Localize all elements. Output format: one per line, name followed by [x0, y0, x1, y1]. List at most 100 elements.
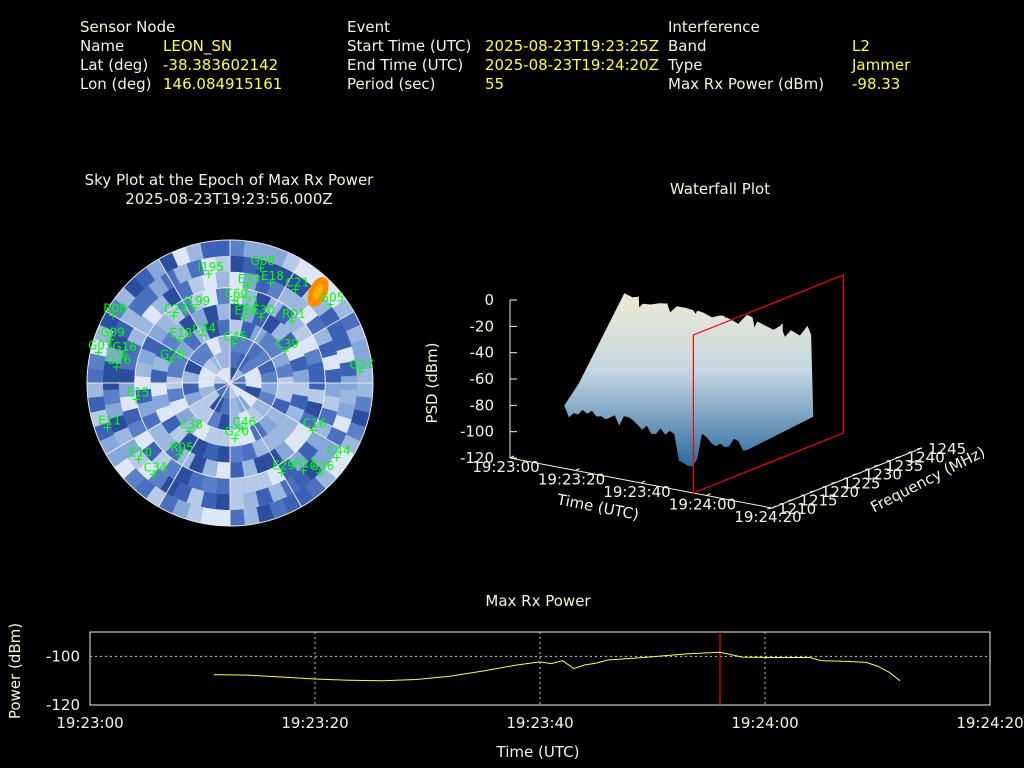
satellite-marker: +: [165, 354, 175, 368]
satellite-marker: +: [230, 431, 240, 445]
sky-cell: [185, 503, 204, 523]
sky-cell: [268, 482, 287, 503]
sky-cell: [182, 331, 202, 352]
sky-cell: [261, 431, 282, 452]
sky-cell: [122, 340, 142, 359]
satellite-marker: +: [106, 333, 116, 347]
event-end-value: 2025-08-23T19:24:20Z: [485, 56, 659, 74]
sky-cell: [270, 322, 291, 343]
sky-cell: [339, 389, 357, 406]
sky-cell: [324, 383, 342, 398]
interference-type-value: Jammer: [852, 56, 911, 74]
sky-cell: [169, 351, 189, 369]
sky-cell: [202, 390, 220, 408]
sky-cell: [241, 442, 258, 462]
time-tick-label: 19:23:00: [472, 458, 539, 476]
sky-cell: [202, 358, 220, 376]
satellite-marker: +: [93, 346, 103, 360]
satellite-marker: +: [291, 282, 301, 296]
satellite-label: C34: [144, 460, 168, 474]
sky-cell: [240, 358, 258, 376]
satellite-label: G08: [251, 254, 276, 268]
y-tick-label: -100: [46, 647, 80, 665]
sky-cell: [134, 361, 153, 378]
x-tick-label: 19:23:40: [506, 714, 573, 732]
sky-cell: [285, 404, 305, 423]
sky-cell: [166, 388, 185, 403]
sky-cell: [230, 413, 243, 431]
sky-cell: [240, 390, 258, 408]
satellite-label: C30: [251, 303, 275, 317]
satellite-label: E18: [169, 326, 192, 340]
sky-cell: [119, 395, 138, 412]
satellite-label: G03: [88, 339, 113, 353]
satellite-label: E14: [234, 304, 257, 318]
sky-cell: [185, 243, 204, 263]
sky-cell: [230, 303, 244, 321]
satellite-marker: +: [299, 464, 309, 478]
sky-cell: [270, 423, 291, 444]
sky-cell: [318, 340, 338, 359]
satellite-marker: +: [355, 365, 365, 379]
sky-cell: [322, 395, 341, 412]
satellite-marker: +: [256, 310, 266, 324]
waterfall-plot-title: Waterfall Plot: [669, 180, 771, 198]
time-tick-label: 19:23:40: [603, 483, 670, 501]
sky-cell: [239, 426, 256, 446]
sky-azimuth-spoke: [105, 311, 231, 384]
sky-cell: [297, 441, 319, 462]
interference-band-value: L2: [852, 37, 870, 55]
frequency-tick-label: 1245: [928, 440, 966, 458]
sky-cell: [230, 509, 245, 526]
sky-cell: [87, 383, 104, 398]
sky-cell: [269, 499, 289, 519]
time-tick-label: 19:24:00: [669, 496, 736, 514]
sky-cell: [217, 335, 230, 353]
time-tick: [575, 468, 580, 471]
sky-cell: [230, 351, 241, 369]
sky-cell: [201, 272, 218, 291]
sky-cell: [202, 304, 219, 324]
sky-cell: [253, 291, 272, 312]
event-period-value: 55: [485, 75, 505, 93]
sky-cell: [148, 468, 169, 490]
satellite-label: R11: [294, 457, 318, 471]
sky-cell: [216, 303, 230, 321]
sky-cell: [201, 475, 218, 494]
sky-cell: [204, 426, 221, 446]
time-tick: [706, 493, 711, 496]
sky-cell: [307, 361, 326, 378]
sky-cell: [151, 294, 172, 316]
sky-cell: [169, 322, 190, 343]
sky-cell: [215, 509, 230, 526]
sky-cell: [161, 331, 182, 352]
satellite-label: E18: [261, 269, 284, 283]
sky-cell: [298, 412, 319, 431]
sky-cell: [271, 351, 291, 369]
sky-cell: [196, 405, 215, 425]
sky-cell: [186, 487, 205, 507]
sky-cell: [90, 338, 110, 357]
satellite-marker: +: [277, 465, 287, 479]
sky-cell: [215, 493, 230, 511]
sky-cell: [245, 405, 264, 425]
sensor-name-value: LEON_SN: [163, 37, 233, 55]
sky-cell: [245, 341, 264, 361]
sky-cell: [253, 454, 272, 475]
sky-azimuth-spoke: [158, 258, 231, 384]
satellite-marker: +: [197, 328, 207, 342]
sky-cell: [230, 287, 245, 305]
x-tick-label: 19:23:00: [56, 714, 123, 732]
sky-cell: [268, 263, 287, 284]
sky-cell: [204, 320, 221, 340]
sky-cell: [127, 419, 148, 439]
sky-cell: [166, 363, 185, 378]
satellite-label: E11: [98, 414, 121, 428]
satellite-marker: +: [148, 467, 158, 481]
sky-cell: [219, 397, 230, 415]
sky-cell: [94, 422, 114, 442]
sky-cell: [292, 323, 313, 344]
sky-cell: [178, 431, 199, 452]
sky-cell: [230, 383, 244, 397]
satellite-marker: +: [287, 314, 297, 328]
